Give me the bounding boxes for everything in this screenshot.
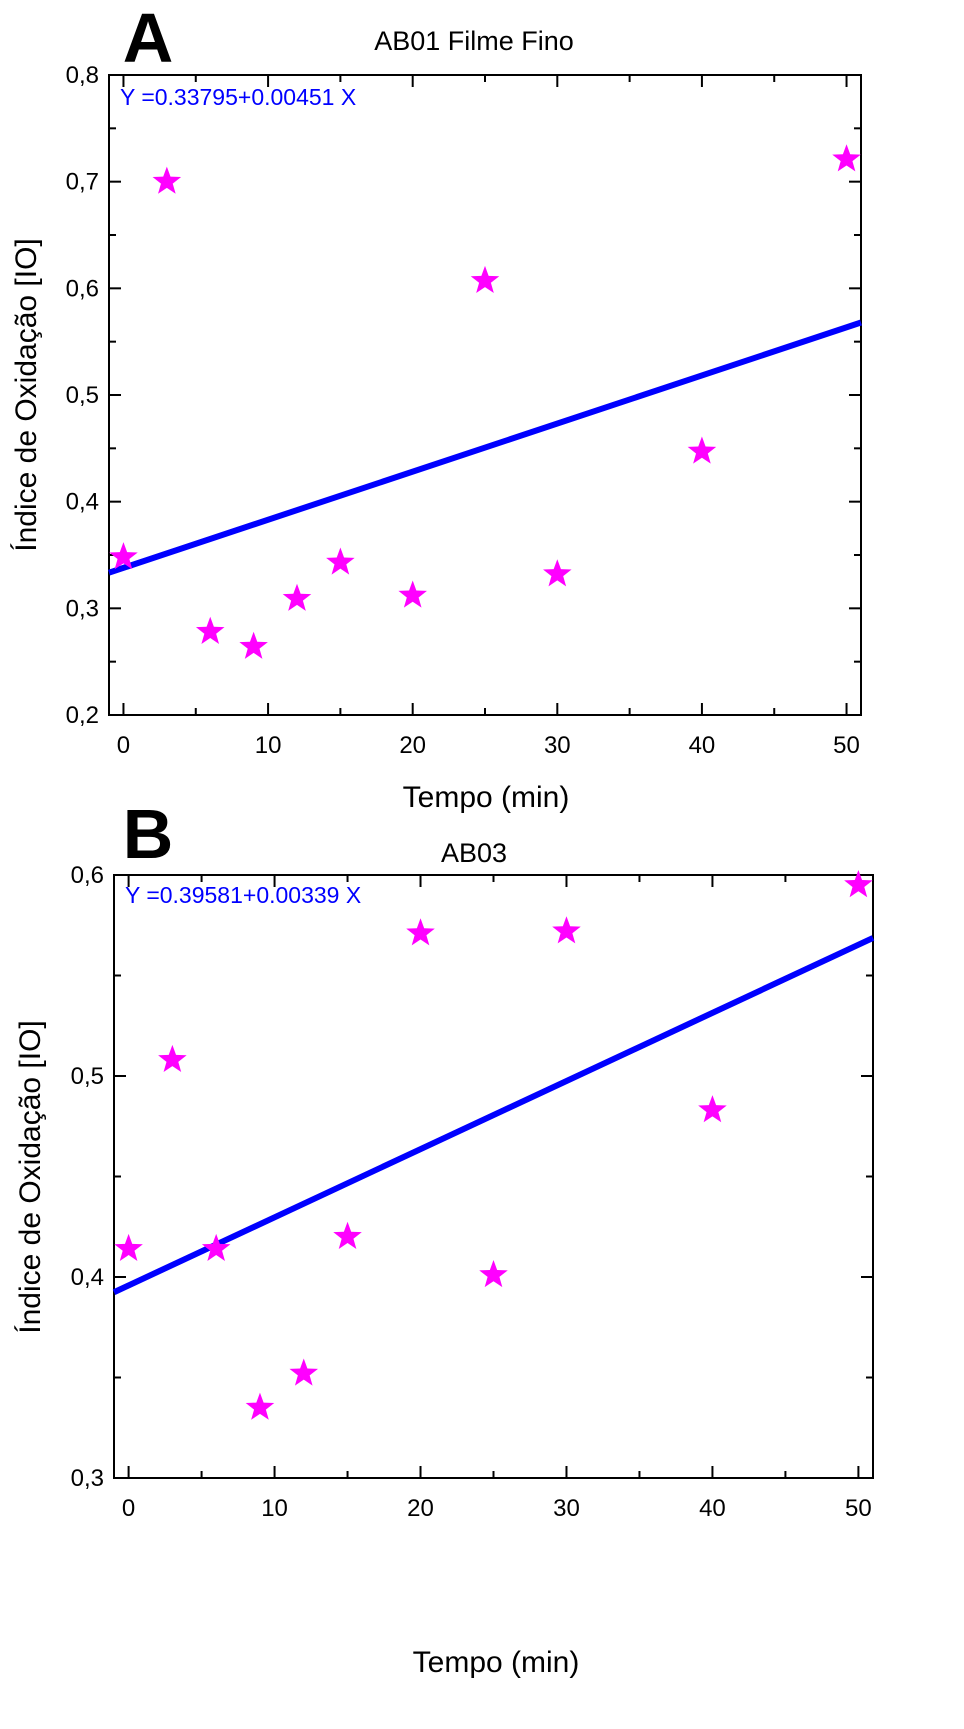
x-tick-label: 20	[407, 1495, 434, 1522]
y-tick-label: 0,4	[66, 489, 99, 516]
data-point	[152, 166, 182, 194]
y-axis-label: Índice de Oxidação [IO]	[14, 1020, 47, 1334]
y-tick-label: 0,6	[66, 275, 99, 302]
y-tick-label: 0,4	[71, 1264, 104, 1291]
x-tick-label: 10	[255, 732, 282, 759]
x-tick-label: 50	[845, 1495, 872, 1522]
y-tick-label: 0,3	[71, 1465, 104, 1492]
data-point	[326, 547, 355, 575]
data-point	[333, 1221, 362, 1249]
data-point	[398, 580, 427, 608]
data-point	[479, 1259, 508, 1288]
data-point	[406, 918, 435, 946]
data-point	[239, 631, 268, 659]
data-point	[687, 436, 717, 464]
x-axis-label: Tempo (min)	[403, 781, 570, 814]
data-point	[289, 1358, 319, 1386]
fit-equation: Y =0.33795+0.00451 X	[120, 84, 356, 110]
data-point	[844, 870, 873, 898]
x-tick-label: 40	[689, 732, 716, 759]
data-point	[201, 1233, 231, 1261]
y-tick-label: 0,6	[71, 862, 104, 889]
y-axis-label: Índice de Oxidação [IO]	[10, 238, 43, 552]
x-tick-label: 0	[122, 1495, 135, 1522]
x-tick-label: 30	[553, 1495, 580, 1522]
plot-frame	[108, 74, 862, 716]
data-point	[832, 144, 861, 172]
x-tick-label: 0	[117, 732, 130, 759]
x-tick-label: 10	[261, 1495, 288, 1522]
x-tick-label: 20	[399, 732, 426, 759]
data-point	[282, 583, 312, 611]
chart-panel-a: A AB01 Filme Fino 0 10 20 30 40 50 0,2 0,3 0,4 0,5 0…	[10, 0, 862, 814]
x-axis-label: Tempo (min)	[413, 1646, 580, 1679]
y-tick-label: 0,5	[71, 1063, 104, 1090]
plot-frame	[113, 874, 874, 1479]
y-tick-label: 0,3	[66, 595, 99, 622]
x-tick-label: 30	[544, 732, 571, 759]
y-tick-label: 0,7	[66, 169, 99, 196]
y-tick-label: 0,2	[66, 702, 99, 729]
data-point	[158, 1044, 187, 1073]
data-point	[470, 265, 500, 293]
data-point	[245, 1392, 275, 1420]
y-tick-label: 0,5	[66, 382, 99, 409]
data-point	[698, 1095, 727, 1123]
fit-line	[112, 935, 875, 1295]
data-point	[114, 1233, 143, 1261]
data-point	[543, 559, 572, 587]
data-point	[195, 616, 225, 644]
panel-letter: B	[123, 795, 174, 873]
chart-title: AB03	[441, 838, 507, 868]
fit-equation: Y =0.39581+0.00339 X	[125, 882, 361, 908]
data-point	[552, 916, 581, 944]
data-point	[109, 542, 138, 570]
y-tick-label: 0,8	[66, 62, 99, 89]
x-tick-label: 50	[833, 732, 860, 759]
x-tick-label: 40	[699, 1495, 726, 1522]
chart-title: AB01 Filme Fino	[374, 26, 574, 56]
fit-line	[108, 319, 862, 576]
chart-panel-b: B AB03 0 10 20 30 40 50 0,3 0,4 0,5 0,6 Tempo (min) Í…	[14, 795, 875, 1679]
panel-letter: A	[123, 0, 174, 77]
